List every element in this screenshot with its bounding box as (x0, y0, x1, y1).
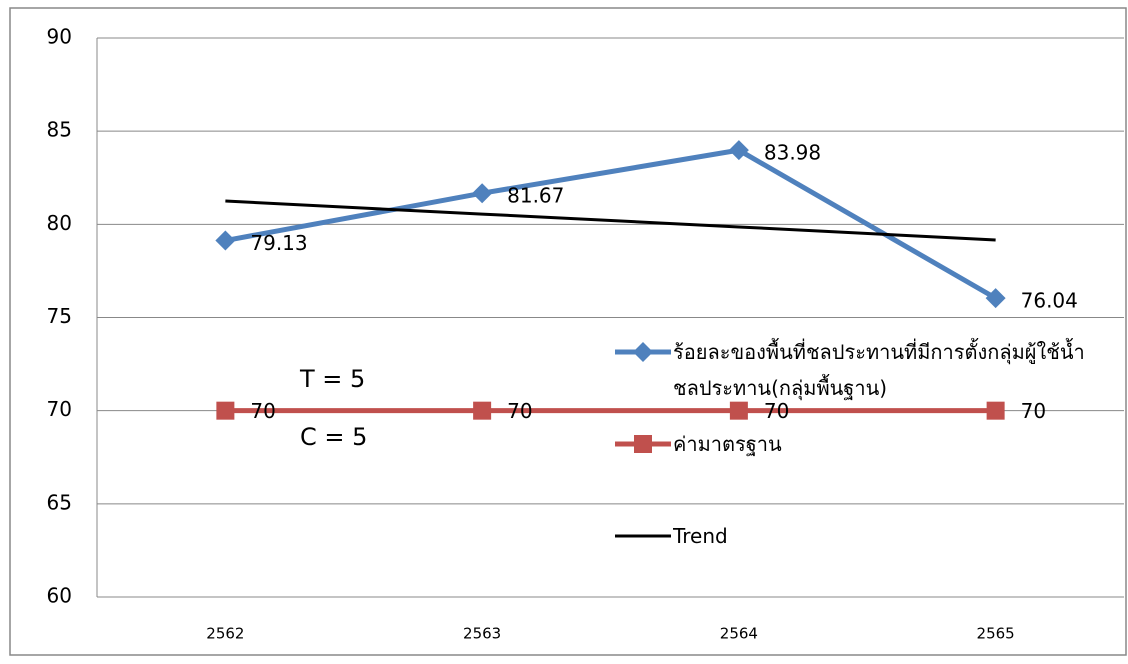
annotation: T = 5 (299, 365, 365, 393)
point-marker (215, 230, 236, 251)
legend-item: ค่ามาตรฐาน (673, 432, 782, 456)
point-marker (728, 140, 749, 161)
y-tick-label: 90 (47, 25, 72, 49)
y-tick-label: 70 (47, 397, 72, 421)
legend-item: Trend (673, 524, 728, 548)
x-tick-label: 2565 (977, 625, 1015, 643)
legend-label: ค่ามาตรฐาน (673, 432, 782, 456)
point-marker (473, 401, 492, 420)
data-label: 79.13 (250, 231, 307, 255)
y-tick-label: 80 (47, 211, 72, 235)
point-marker (472, 183, 493, 204)
legend-swatch-marker (634, 435, 652, 453)
point-marker (729, 401, 748, 420)
data-label: 70 (1021, 399, 1046, 423)
data-label: 70 (764, 399, 789, 423)
legend-swatch-marker (633, 342, 653, 362)
y-tick-label: 60 (47, 584, 72, 608)
x-tick-label: 2564 (720, 625, 758, 643)
data-label: 70 (250, 399, 275, 423)
legend-label: ร้อยละของพื้นที่ชลประทานที่มีการตั้งกลุ่… (673, 340, 1085, 400)
x-tick-label: 2563 (463, 625, 501, 643)
y-tick-label: 65 (47, 490, 72, 514)
legend-item: ร้อยละของพื้นที่ชลประทานที่มีการตั้งกลุ่… (673, 340, 1085, 400)
series-line (225, 199, 996, 242)
point-marker (986, 401, 1005, 420)
point-marker (985, 288, 1006, 309)
data-label: 81.67 (507, 184, 564, 208)
y-tick-label: 75 (47, 304, 72, 328)
y-tick-label: 85 (47, 118, 72, 142)
data-label: 83.98 (764, 141, 821, 165)
data-label: 70 (507, 399, 532, 423)
legend-label: Trend (673, 524, 728, 548)
series-line (224, 147, 997, 301)
chart-frame (9, 7, 1127, 656)
annotation: C = 5 (300, 423, 367, 451)
data-label: 76.04 (1021, 289, 1078, 313)
x-tick-label: 2562 (206, 625, 244, 643)
point-marker (216, 401, 235, 420)
